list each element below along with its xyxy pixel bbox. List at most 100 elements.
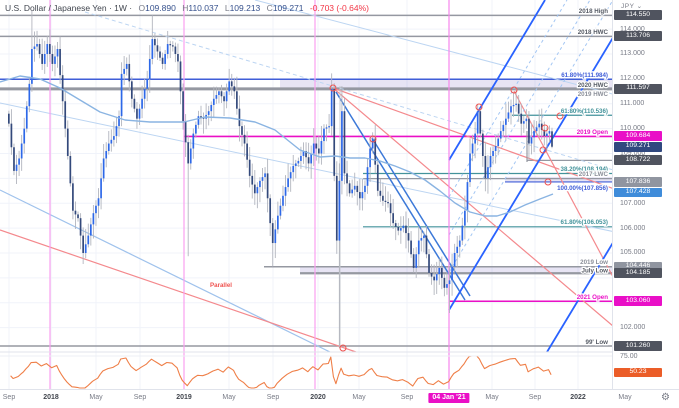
candle-up [284,187,287,196]
candle-up [353,185,356,190]
candle-up [361,192,364,199]
trendline [0,102,612,232]
candle-down [376,164,379,191]
candle-down [77,214,79,219]
chart-annotation: July Low [582,268,609,275]
candle-down [318,148,320,154]
candle-up [366,167,369,186]
low-label: L [224,3,230,13]
axis-currency-header[interactable]: JPY ⌄ [621,2,643,10]
candle-up [525,118,528,122]
candle-down [305,150,307,158]
candle-up [141,98,143,109]
settings-gear-icon[interactable]: ⚙ [661,392,670,403]
price-level-tag: 103.060 [614,296,662,307]
chart-annotation: 38.20%(108.194) [561,166,608,173]
candle-down [248,159,251,176]
swing-marker-circle [541,124,549,132]
chart-annotation: 100.00%(107.856) [557,185,608,192]
candle-down [343,111,346,174]
candle-down [241,126,243,135]
candle-down [407,233,410,241]
candle-up [210,104,213,112]
candle-up [282,195,284,206]
candle-up [138,108,141,119]
trendline [448,0,546,161]
chart-annotation: 61.80%(111.984) [561,72,608,79]
candle-down [223,96,225,102]
candle-up [33,46,36,50]
candle-up [146,78,149,89]
swing-marker-circle [339,344,347,352]
candle-down [410,240,412,255]
candle-down [551,131,553,147]
candle-up [338,180,341,241]
close-label: C [266,3,273,13]
candle-up [499,131,502,139]
symbol-title[interactable]: U.S. Dollar / Japanese Yen · 1W · [5,3,133,13]
time-label-highlighted: 04 Jan '21 [428,392,470,403]
low-value: 109.213 [229,3,261,13]
time-axis[interactable]: ⚙ Sep 2018 May Sep 2019 May Sep 2020 May Sep 04 Ja… [0,389,679,408]
candle-down [61,75,64,102]
candle-down [174,46,177,54]
trendline [448,0,612,273]
candle-up [215,95,218,99]
chart-annotation: 2019 HWC [578,91,609,98]
candle-down [74,210,77,215]
chart-annotation: 2017 LWC [579,171,609,178]
candle-down [333,88,336,176]
candle-down [346,173,348,184]
candle-down [440,267,443,278]
price-tick-label: 105.000 [620,249,646,257]
price-tick-label: 107.000 [620,199,646,207]
candle-up [164,53,166,64]
candle-up [469,153,471,183]
candle-down [177,53,179,62]
candle-down [428,254,430,273]
candle-down [374,138,377,165]
candle-down [156,45,159,52]
candle-down [233,86,236,92]
layer: 2018 High 2018 HWC 61.80%(111.984) 2020 HWC… [209,7,610,347]
swing-marker-circle [539,146,547,154]
candle-up [320,141,323,154]
candle-down [79,218,82,236]
rsi-value-tag: 50.23 [614,367,662,378]
candle-up [522,121,525,124]
candle-up [277,215,279,230]
chevron-down-icon: ⌄ [636,3,643,10]
candle-down [520,113,523,124]
candle-down [412,254,415,268]
trendline [546,242,612,352]
candle-down [543,129,546,137]
candle-down [425,235,428,255]
chart-annotation: 2019 Open [577,129,609,136]
candle-up [456,246,459,253]
candle-up [125,63,128,69]
candle-down [246,143,248,160]
moving-average-line [0,75,554,217]
candle-up [192,133,195,149]
chart-annotation: 61.80%(110.536) [561,108,608,115]
price-level-tag: 104.185 [614,268,662,279]
time-label: 2020 [310,394,326,401]
candle-down [130,81,133,99]
candle-up [102,158,105,179]
candle-down [66,128,69,156]
candle-down [433,276,435,281]
price-axis[interactable]: JPY ⌄ 114.000 113.000 112.000 111.000 110.00… [612,0,679,390]
candle-up [23,128,26,144]
candle-up [512,104,515,107]
candle-down [243,134,246,144]
candle-down [358,192,361,199]
chart-annotation: 2019 Low [580,259,608,266]
candle-up [399,228,402,231]
price-tick-label: 102.000 [620,324,646,332]
time-label: Sep [266,394,280,401]
candle-up [474,133,476,144]
candle-down [179,61,182,92]
candle-up [502,124,505,132]
currency-label: JPY [621,3,635,10]
